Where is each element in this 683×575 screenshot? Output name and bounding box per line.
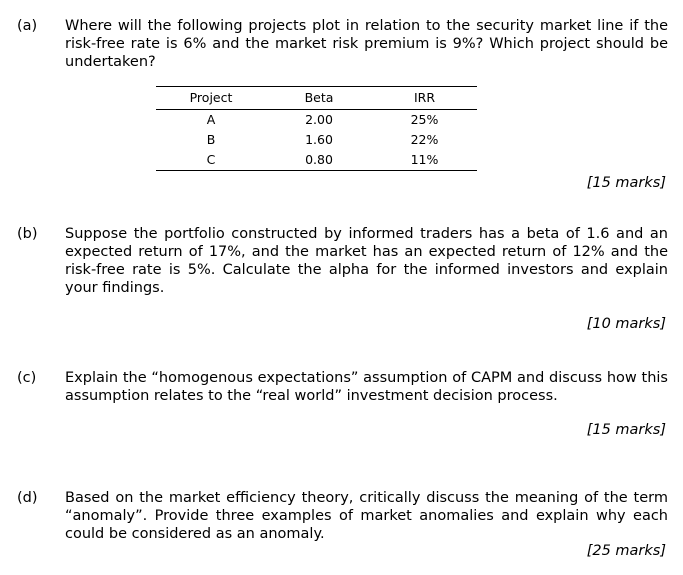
table-header-irr: IRR — [413, 90, 436, 105]
table-cell-project: B — [206, 132, 216, 147]
table-row: C 0.80 11% — [156, 150, 477, 170]
question-a-text: Where will the following projects plot i… — [65, 18, 668, 70]
question-a-label: (a) — [17, 18, 38, 34]
table-cell-irr: 25% — [410, 112, 439, 127]
question-c-marks: [15 marks] — [586, 422, 666, 438]
table-header-row: Project Beta IRR — [156, 87, 477, 110]
question-d-label: (d) — [17, 490, 38, 506]
table-cell-beta: 2.00 — [305, 112, 333, 127]
question-b-label: (b) — [17, 226, 38, 242]
table-cell-beta: 1.60 — [305, 132, 333, 147]
question-b-marks: [10 marks] — [586, 316, 666, 332]
table-row: A 2.00 25% — [156, 110, 477, 130]
table-cell-beta: 0.80 — [305, 152, 333, 167]
table-row: B 1.60 22% — [156, 130, 477, 150]
table-header-project: Project — [189, 90, 233, 105]
question-d-text: Based on the market efficiency theory, c… — [65, 490, 668, 542]
table-header-beta: Beta — [304, 90, 334, 105]
table-cell-project: C — [206, 152, 216, 167]
question-b-text: Suppose the portfolio constructed by inf… — [65, 226, 668, 296]
question-a-marks: [15 marks] — [586, 175, 666, 191]
table-cell-irr: 11% — [410, 152, 439, 167]
projects-table: Project Beta IRR A 2.00 25% B 1.60 22% C… — [156, 86, 477, 171]
table-cell-irr: 22% — [410, 132, 439, 147]
table-cell-project: A — [206, 112, 216, 127]
question-c-text: Explain the “homogenous expectations” as… — [65, 370, 668, 404]
question-d-marks: [25 marks] — [586, 543, 666, 559]
question-c-label: (c) — [17, 370, 37, 386]
